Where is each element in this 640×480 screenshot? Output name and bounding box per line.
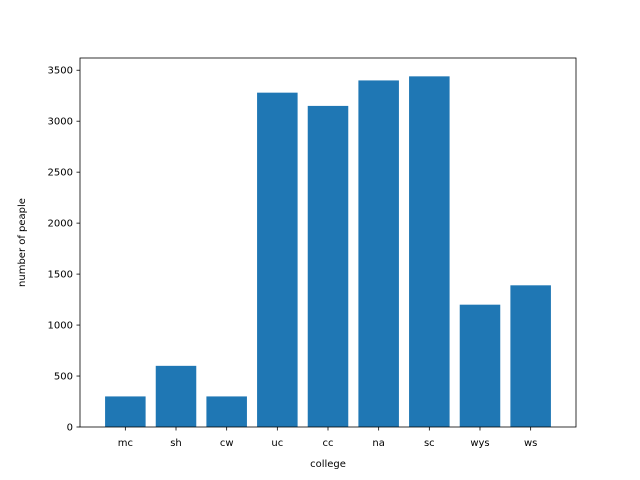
y-tick-label: 0 [67, 423, 73, 434]
x-tick-label: ws [524, 438, 537, 449]
bar-sc [409, 76, 450, 427]
y-tick-label: 3000 [48, 117, 73, 128]
bar-mc [105, 396, 146, 427]
x-tick-label: cc [323, 438, 334, 449]
y-tick-label: 500 [54, 372, 73, 383]
x-tick-label: sh [170, 438, 182, 449]
y-tick-label: 1500 [48, 270, 73, 281]
bar-wys [459, 304, 501, 427]
y-tick-label: 3500 [48, 66, 73, 77]
plot-frame [79, 57, 577, 428]
y-tick-label: 1000 [48, 321, 73, 332]
bar-ws [510, 285, 551, 427]
bar-sh [155, 365, 197, 427]
y-axis-label: number of peaple [17, 198, 28, 287]
x-tick-label: wys [470, 438, 489, 449]
y-axis-ticks: 0 500 1000 1500 2000 2500 3000 3500 [48, 66, 80, 434]
x-tick-label: na [372, 438, 384, 449]
y-tick-label: 2500 [48, 168, 73, 179]
y-tick-label: 2000 [48, 219, 73, 230]
x-axis-label: college [310, 459, 346, 470]
bar-cc [307, 105, 349, 427]
x-tick-label: sc [424, 438, 435, 449]
bar-uc [257, 92, 298, 427]
x-axis-ticks: mc sh cw uc cc na sc wys ws [118, 427, 537, 449]
bars-group [105, 76, 551, 427]
x-tick-label: mc [118, 438, 133, 449]
bar-cw [206, 396, 247, 427]
x-tick-label: uc [271, 438, 283, 449]
bar-na [358, 80, 399, 427]
x-tick-label: cw [220, 438, 234, 449]
